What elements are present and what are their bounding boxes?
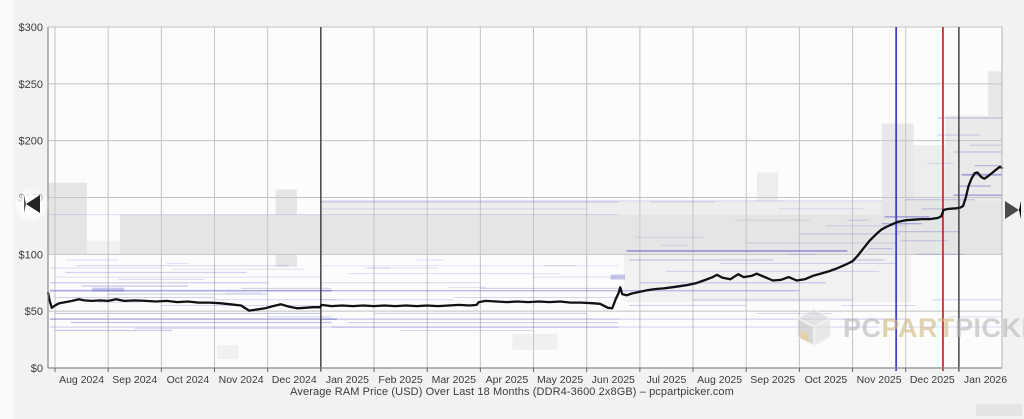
svg-text:Nov 2024: Nov 2024 <box>219 374 264 386</box>
svg-text:Mar 2025: Mar 2025 <box>432 374 477 386</box>
svg-text:Jun 2025: Jun 2025 <box>592 374 635 386</box>
video-watermark <box>976 404 1022 416</box>
svg-text:$300: $300 <box>19 22 43 34</box>
svg-text:Nov 2025: Nov 2025 <box>857 374 902 386</box>
gridlines <box>48 26 1002 368</box>
svg-text:$0: $0 <box>31 363 43 375</box>
average-price-line <box>46 165 1004 312</box>
svg-text:Oct 2024: Oct 2024 <box>167 374 210 386</box>
next-arrow-button[interactable] <box>1005 201 1021 219</box>
listing-price-traces <box>49 117 1002 332</box>
svg-text:Dec 2025: Dec 2025 <box>910 374 955 386</box>
prev-arrow-button[interactable] <box>24 195 40 213</box>
svg-text:May 2025: May 2025 <box>537 374 583 386</box>
svg-text:$250: $250 <box>19 79 43 91</box>
svg-text:Feb 2025: Feb 2025 <box>378 374 423 386</box>
axes <box>47 27 1003 372</box>
svg-text:Aug 2025: Aug 2025 <box>697 374 742 386</box>
svg-text:Dec 2024: Dec 2024 <box>272 374 317 386</box>
svg-text:$100: $100 <box>19 249 43 261</box>
x-axis-labels: Aug 2024 Sep 2024 Oct 2024 Nov 2024 Dec 2024… <box>59 374 1007 386</box>
svg-text:Sep 2024: Sep 2024 <box>112 374 157 386</box>
svg-text:Jul 2025: Jul 2025 <box>647 374 687 386</box>
svg-text:Sep 2025: Sep 2025 <box>750 374 795 386</box>
svg-text:Jan 2025: Jan 2025 <box>326 374 369 386</box>
price-range-regions <box>48 71 1002 359</box>
svg-text:Aug 2024: Aug 2024 <box>59 374 104 386</box>
chart-caption: Average RAM Price (USD) Over Last 18 Mon… <box>290 386 734 398</box>
left-margin-strip <box>0 0 13 419</box>
marker-lines <box>320 27 960 371</box>
svg-text:Apr 2025: Apr 2025 <box>486 374 529 386</box>
svg-text:$50: $50 <box>25 306 43 318</box>
svg-text:Jan 2026: Jan 2026 <box>964 374 1007 386</box>
svg-text:Oct 2025: Oct 2025 <box>805 374 848 386</box>
svg-text:$200: $200 <box>19 136 43 148</box>
